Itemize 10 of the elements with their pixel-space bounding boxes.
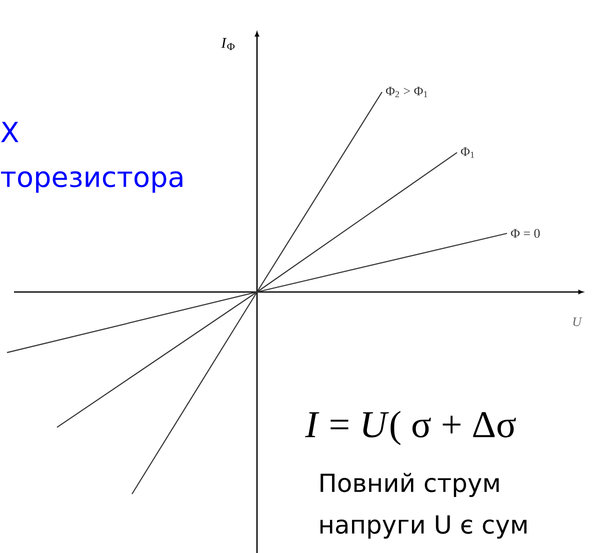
series-label: Φ$_{2}$ > Φ$_{1}$ [386,86,428,98]
annotation: торезистора [1,171,182,193]
series-label: Φ = 0 [510,229,540,238]
series-label: Φ$_{1}$ [460,147,474,158]
y-axis-title: I$_{Ф}$ [221,38,235,50]
annotation: Х [1,122,18,142]
x-axis-title: U [573,318,582,326]
annotation: Повний струм [320,472,499,498]
text: напруги U є сум [320,515,526,539]
annotation: I = U( σ + Δσ [305,410,516,446]
